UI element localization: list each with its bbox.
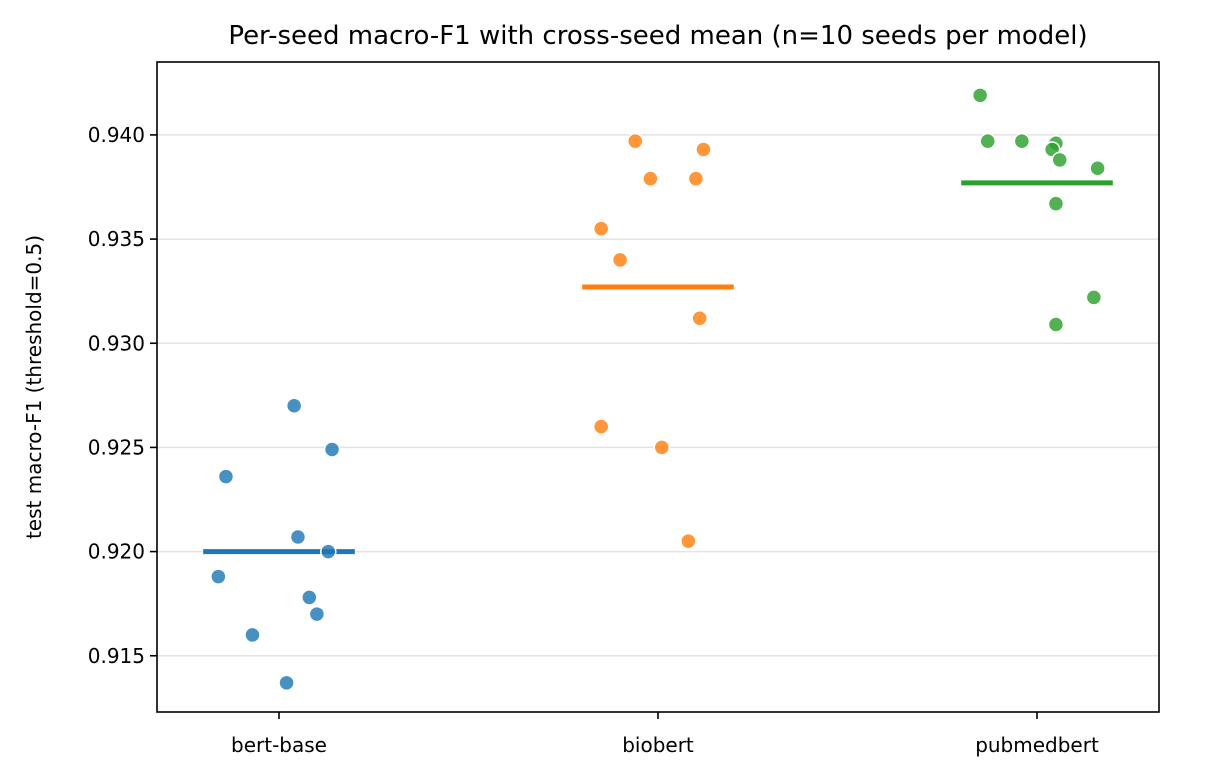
x-axis-ticks: bert-base biobert pubmedbert xyxy=(231,712,1099,757)
x-tick-label: bert-base xyxy=(231,733,327,757)
seed-point-bert-base xyxy=(320,543,337,560)
seed-point-pubmedbert xyxy=(979,132,996,150)
seed-point-pubmedbert xyxy=(971,87,989,104)
seed-point-bert-base xyxy=(278,674,295,692)
y-tick-label: 0.940 xyxy=(88,123,145,147)
seed-point-biobert xyxy=(687,170,705,187)
y-axis-label: test macro-F1 (threshold=0.5) xyxy=(22,235,46,539)
seed-point-bert-base xyxy=(308,605,326,623)
seed-point-pubmedbert xyxy=(1013,132,1031,150)
seed-point-biobert xyxy=(691,310,708,327)
plot-frame xyxy=(156,61,1160,713)
y-tick-label: 0.935 xyxy=(88,227,145,251)
grid-layer xyxy=(157,134,1159,657)
mean-lines xyxy=(203,180,1113,555)
x-tick-label: pubmedbert xyxy=(975,733,1099,757)
seed-point-biobert xyxy=(695,141,712,158)
seed-point-bert-base xyxy=(301,589,318,606)
seed-point-bert-base xyxy=(323,441,341,458)
seed-point-pubmedbert xyxy=(1047,316,1065,333)
seed-point-bert-base xyxy=(210,568,227,585)
seed-point-biobert xyxy=(611,251,629,269)
seed-point-bert-base xyxy=(289,528,307,546)
seed-point-pubmedbert xyxy=(1089,160,1106,177)
y-tick-label: 0.925 xyxy=(88,435,145,459)
seed-point-biobert xyxy=(653,439,671,456)
seed-point-pubmedbert xyxy=(1047,195,1065,212)
y-tick-label: 0.920 xyxy=(88,540,145,564)
seed-point-bert-base xyxy=(217,468,235,485)
seed-point-biobert xyxy=(680,532,697,550)
y-axis-ticks: 0.915 0.920 0.925 0.930 0.935 0.940 xyxy=(88,123,157,668)
seed-point-pubmedbert xyxy=(1051,151,1068,169)
y-tick-label: 0.915 xyxy=(88,644,145,668)
chart-title: Per-seed macro-F1 with cross-seed mean (… xyxy=(228,21,1087,51)
seed-point-pubmedbert xyxy=(1085,289,1103,306)
y-tick-label: 0.930 xyxy=(88,331,145,355)
seed-point-bert-base xyxy=(285,397,303,414)
seed-point-biobert xyxy=(592,220,610,237)
seed-point-biobert xyxy=(592,418,610,435)
seed-points xyxy=(210,87,1106,692)
seed-point-biobert xyxy=(642,170,659,187)
seed-point-bert-base xyxy=(244,626,261,644)
x-tick-label: biobert xyxy=(622,733,694,757)
seed-point-biobert xyxy=(627,132,644,150)
